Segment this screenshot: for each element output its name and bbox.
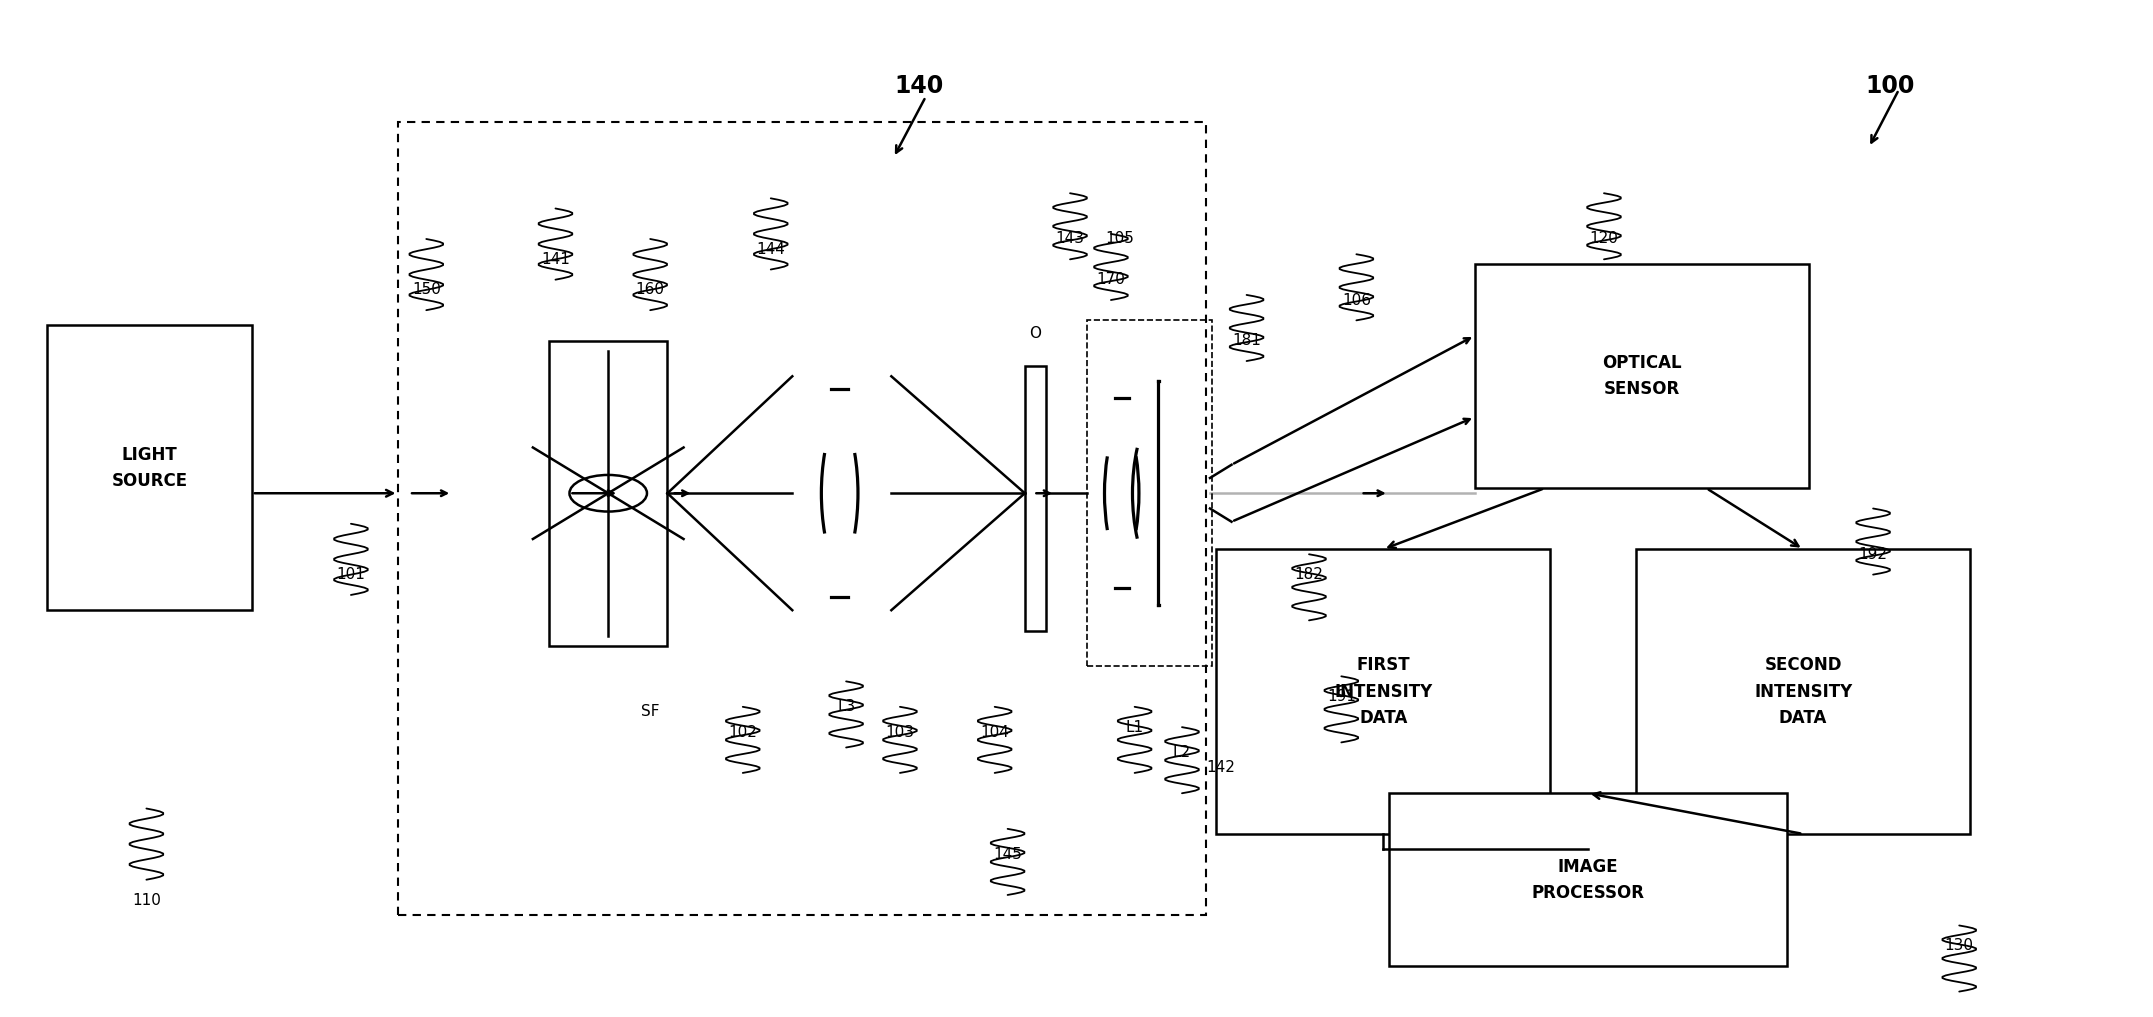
Text: L2: L2 [1173, 745, 1191, 760]
Text: 145: 145 [993, 847, 1023, 861]
Bar [1636, 549, 1970, 834]
Text: 106: 106 [1341, 293, 1371, 307]
Text: 192: 192 [1858, 547, 1888, 561]
Text: IMAGE
PROCESSOR: IMAGE PROCESSOR [1531, 857, 1645, 902]
Text: SF: SF [642, 705, 659, 719]
Text: FIRST
INTENSITY
DATA: FIRST INTENSITY DATA [1335, 656, 1432, 727]
Bar [549, 341, 667, 646]
Text: 100: 100 [1867, 74, 1914, 99]
Bar [398, 122, 1206, 915]
Bar [1389, 793, 1787, 966]
Text: 160: 160 [635, 283, 665, 297]
Bar [1475, 264, 1809, 488]
Text: 102: 102 [728, 725, 758, 739]
Text: OPTICAL
SENSOR: OPTICAL SENSOR [1602, 354, 1681, 399]
Text: L3: L3 [838, 700, 855, 714]
Text: 181: 181 [1232, 334, 1262, 348]
Text: O: O [1029, 325, 1042, 341]
Bar [1216, 549, 1550, 834]
Text: 120: 120 [1589, 232, 1619, 246]
Bar [47, 325, 252, 610]
Text: 150: 150 [411, 283, 441, 297]
Text: SECOND
INTENSITY
DATA: SECOND INTENSITY DATA [1755, 656, 1852, 727]
Text: 105: 105 [1104, 232, 1135, 246]
Text: 103: 103 [885, 725, 915, 739]
Text: 182: 182 [1294, 567, 1324, 582]
Text: 141: 141 [540, 252, 571, 266]
Bar [1087, 320, 1212, 666]
Text: 170: 170 [1096, 273, 1126, 287]
Text: 104: 104 [980, 725, 1010, 739]
Text: 191: 191 [1326, 690, 1356, 704]
Text: LIGHT
SOURCE: LIGHT SOURCE [112, 445, 187, 490]
Text: 140: 140 [896, 74, 943, 99]
Text: 144: 144 [756, 242, 786, 256]
Text: 101: 101 [336, 567, 366, 582]
Text: 142: 142 [1206, 761, 1236, 775]
Text: L1: L1 [1126, 720, 1143, 734]
Text: 143: 143 [1055, 232, 1085, 246]
Bar [1025, 366, 1046, 631]
Text: 110: 110 [131, 893, 161, 907]
Text: 130: 130 [1944, 939, 1974, 953]
